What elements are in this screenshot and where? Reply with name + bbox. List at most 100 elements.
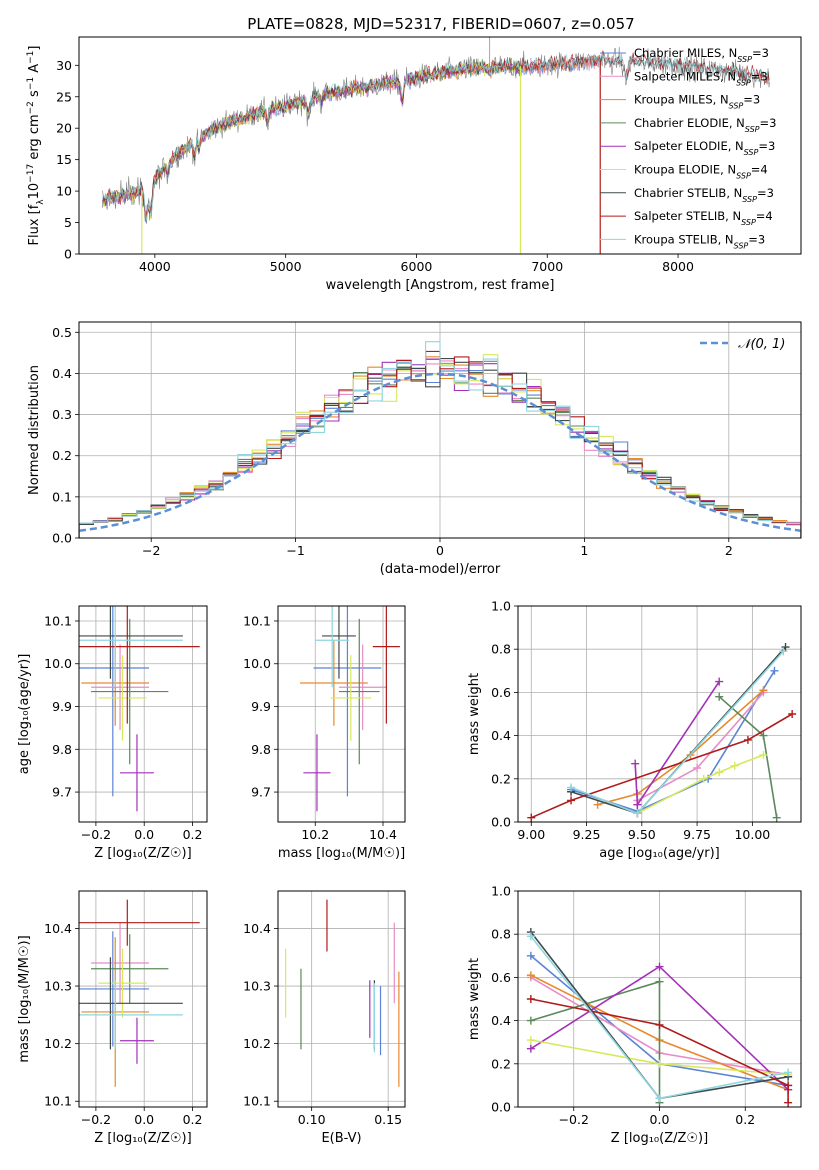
y-tick-label: 0.3 [52,407,72,422]
y-tick-label: 10.0 [44,656,72,671]
axes-frame [78,321,802,539]
weight-series-salpeter-elodie [631,677,724,809]
y-tick-label: 0 [64,247,72,262]
x-tick-label: 9.00 [517,827,545,842]
y-tick-label: 1.0 [491,599,511,614]
y-axis-label: Normed distribution [27,365,42,495]
weight-marker [567,783,576,792]
weight-marker [715,768,724,777]
errorbar-salpeter-miles [91,922,150,1004]
x-axis-label: age [log₁₀(age/yr)] [599,846,720,861]
legend-label-value: =3 [751,69,768,83]
x-axis-label: mass [log₁₀(M/M☉)] [278,846,405,861]
weight-marker [655,1020,664,1029]
y-tick-label: 10.2 [44,1036,72,1051]
y-tick-label: 9.7 [52,785,72,800]
errorbar-kroupa-elodie [330,655,372,741]
x-tick-label: 0.2 [183,827,203,842]
y-tick-label: 20 [56,121,72,136]
y-tick-label: 25 [56,89,72,104]
weight-marker [526,995,535,1003]
y-axis-label: Flux [fλ10−17 erg cm−2 s−1 A−1] [26,46,46,246]
weight-marker [779,647,788,656]
legend-label-sub: SSP [734,241,749,250]
y-axis-label-part: −1 [26,51,36,64]
errorbar-salpeter-elodie [120,734,154,812]
weight-marker [772,813,781,822]
spectrum-model-line [102,60,522,213]
weight-marker [526,1036,535,1045]
weight-marker [593,800,602,809]
plot-area-age-vs-mass [300,606,400,812]
y-tick-label: 0.6 [491,685,511,700]
errorbar-kroupa-stelib [315,606,350,688]
y-tick-label: 9.7 [251,785,271,800]
weight-series-chabrier-elodie [715,692,781,822]
errorbar-kroupa-elodie [98,655,147,741]
y-axis-label: mass [log₁₀(M/M☉)] [17,935,32,1062]
weight-marker [655,962,664,971]
weight-line [530,998,789,1103]
weight-marker [526,1044,535,1053]
y-axis-label: age [log₁₀(age/yr)] [17,654,32,775]
y-axis-label-part: A [27,64,42,77]
weight-marker [631,759,640,768]
axes-weights-vs-Z: −0.2 0.0 0.2 0.0 0.2 0.4 0.6 0.8 1.0 Z [log₁₀(Z/Z… [467,884,802,1146]
y-tick-label: 10.1 [44,1094,72,1109]
weight-marker [784,1098,793,1107]
legend-label-sub: SSP [736,171,751,180]
errorbar-chabrier-stelib [79,606,183,679]
weight-marker [633,809,642,818]
legend-label: Kroupa ELODIE, NSSP=4 [634,163,768,181]
y-tick-label: 0.0 [491,1100,511,1115]
errorbar-salpeter-stelib [79,606,200,724]
y-tick-label: 0.1 [52,489,72,504]
y-axis-label-part: ] [27,46,42,51]
y-axis-label-part: λ [36,199,46,205]
x-tick-label: 7000 [531,259,563,274]
y-tick-label: 0.6 [491,970,511,985]
legend-label-text: Salpeter MILES, N [634,69,736,83]
x-axis-label: E(B-V) [321,1131,361,1146]
plot-area-age-vs-Z [79,606,200,812]
legend-label: Salpeter STELIB, NSSP=4 [634,209,773,227]
y-tick-label: 30 [56,58,72,73]
axes-weights-vs-age: 9.00 9.25 9.50 9.75 10.00 0.0 0.2 0.4 0.6 0.8 1.0 a… [467,599,802,861]
x-tick-label: −1 [286,543,304,558]
weight-marker [526,951,535,960]
y-tick-label: 0.0 [52,531,72,546]
axes-spectrum: 4000 5000 6000 7000 8000 0 5 10 15 20 25 30 waveleng… [26,36,802,293]
y-tick-label: 10.0 [243,656,271,671]
x-tick-label: 10.4 [369,827,397,842]
legend-label-text: Kroupa ELODIE, N [634,163,736,177]
y-axis-label: mass weight [467,673,482,755]
legend-label-text: Salpeter STELIB, N [634,209,741,223]
x-tick-label: 1 [580,543,588,558]
x-tick-label: −0.2 [81,827,111,842]
legend-label-value: =3 [748,232,765,246]
weight-marker [526,1016,535,1025]
spectrum-model-line [102,50,770,219]
weight-series-salpeter-stelib [527,710,797,822]
errorbar-kroupa-stelib [79,980,183,1050]
y-tick-label: 1.0 [491,884,511,899]
y-tick-label: 10.2 [243,1036,271,1051]
legend-label-sub: SSP [737,55,752,64]
weight-marker [770,666,779,675]
weight-series-kroupa-elodie [633,751,768,818]
y-tick-label: 9.9 [52,699,72,714]
weight-marker [784,1068,793,1077]
y-axis-label-part: Flux [f [27,204,42,245]
y-tick-label: 0.2 [491,1056,511,1071]
y-tick-label: 0.8 [491,642,511,657]
axes-frame [78,36,802,255]
weight-marker [715,677,724,686]
x-tick-label: 5000 [270,259,302,274]
y-tick-label: 15 [56,152,72,167]
y-tick-label: 0.4 [52,366,72,381]
x-tick-label: −0.2 [559,1112,589,1127]
errorbar-salpeter-miles [338,644,387,731]
legend-label: Kroupa MILES, NSSP=3 [634,93,760,111]
weight-series-chabrier-elodie [526,977,664,1107]
